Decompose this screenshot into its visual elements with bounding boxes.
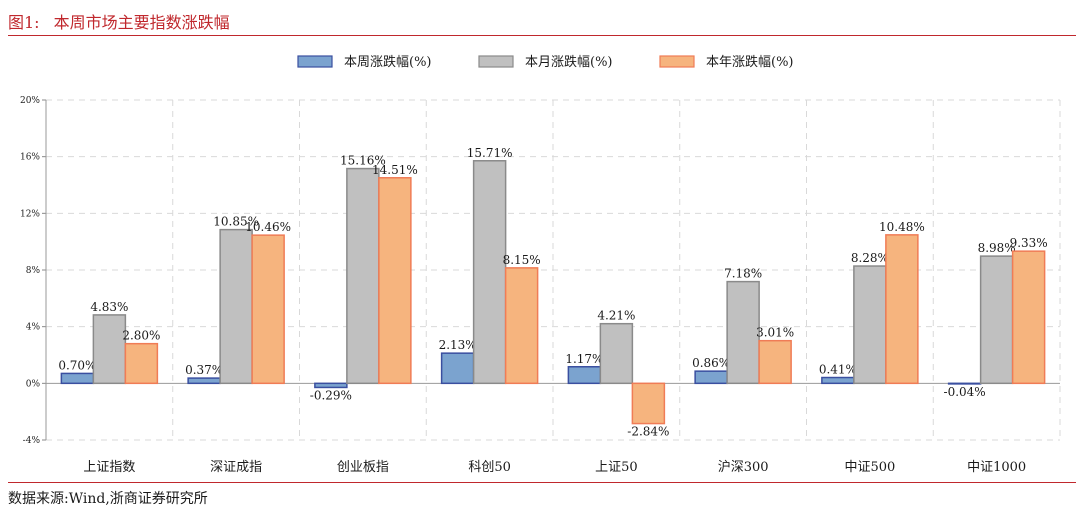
legend-swatch <box>297 55 333 68</box>
bar <box>92 314 127 385</box>
bar <box>979 255 1014 385</box>
x-tick-label: 上证50 <box>595 460 638 475</box>
data-label: 2.13% <box>439 338 477 352</box>
bar <box>947 382 982 385</box>
bar <box>251 234 285 385</box>
bar <box>378 177 412 385</box>
bar <box>124 342 159 385</box>
bar <box>60 372 95 385</box>
x-tick-label: 中证500 <box>844 460 895 475</box>
data-label: 0.70% <box>58 358 96 372</box>
x-tick-label: 科创50 <box>468 460 511 475</box>
legend-label: 本周涨跌幅(%) <box>344 54 432 70</box>
legend-swatch <box>478 55 514 68</box>
bottom-divider <box>8 482 1076 483</box>
bar <box>631 382 666 425</box>
data-label: 8.28% <box>851 251 889 265</box>
data-label: 7.18% <box>724 267 762 281</box>
bar <box>758 339 792 385</box>
data-label: 14.51% <box>372 163 418 177</box>
figure-title: 本周市场主要指数涨跌幅 <box>53 13 230 32</box>
data-label: 10.48% <box>879 220 925 234</box>
data-label: 0.37% <box>185 363 223 377</box>
bar <box>346 167 380 385</box>
data-label: 3.01% <box>756 326 794 340</box>
figure-title-block: 图1: 本周市场主要指数涨跌幅 <box>8 9 230 33</box>
x-tick-label: 深证成指 <box>210 460 262 475</box>
y-tick-label: 0% <box>26 379 41 389</box>
top-divider <box>8 35 1076 36</box>
y-tick-label: -4% <box>23 436 41 446</box>
bar <box>599 322 634 385</box>
bar-chart: 本周涨跌幅(%) 本月涨跌幅(%) 本年涨跌幅(%) 20% 16% 12% 8% 4% 0%… <box>20 54 1061 475</box>
bar <box>853 265 887 385</box>
x-tick-label: 上证指数 <box>83 460 135 475</box>
x-tick-label: 沪深300 <box>718 459 769 475</box>
bar <box>694 370 728 385</box>
bar <box>440 352 475 385</box>
data-label: 10.46% <box>245 220 291 234</box>
bar <box>504 267 539 385</box>
data-label: 15.71% <box>467 146 513 160</box>
data-label: 1.17% <box>565 352 603 366</box>
y-tick-label: 16% <box>20 153 40 163</box>
bar <box>567 366 602 385</box>
data-label: -2.84% <box>627 425 669 439</box>
bar <box>219 228 253 385</box>
figure-number: 图1: <box>8 13 40 32</box>
y-tick-label: 4% <box>26 323 41 333</box>
bar <box>1011 250 1046 385</box>
data-label: 2.80% <box>122 329 160 343</box>
bar <box>821 376 855 385</box>
bar <box>314 382 348 389</box>
chart-grid <box>46 99 1061 441</box>
legend-label: 本月涨跌幅(%) <box>525 54 613 70</box>
data-label: 8.98% <box>978 241 1016 255</box>
chart-bars: 0.70% 0.37% -0.29% 2.13% 1.17% 0.86% 0.41% -0.0… <box>58 146 1047 439</box>
bar <box>472 160 507 385</box>
legend-label: 本年涨跌幅(%) <box>706 54 794 70</box>
x-tick-label: 中证1000 <box>967 460 1026 475</box>
bar <box>187 377 221 385</box>
data-label: 4.21% <box>597 309 635 323</box>
y-tick-label: 8% <box>26 266 41 276</box>
chart-legend: 本周涨跌幅(%) 本月涨跌幅(%) 本年涨跌幅(%) <box>297 54 794 70</box>
bar <box>726 280 760 385</box>
y-tick-label: 20% <box>20 96 40 106</box>
data-label: 0.41% <box>819 363 857 377</box>
x-axis: 上证指数 深证成指 创业板指 科创50 上证50 沪深300 中证500 中证1000 <box>83 459 1026 475</box>
y-tick-label: 12% <box>20 209 40 219</box>
data-label: -0.04% <box>944 385 986 399</box>
legend-swatch <box>659 55 695 68</box>
data-label: 0.86% <box>692 356 730 370</box>
data-label: 8.15% <box>503 253 541 267</box>
x-tick-label: 创业板指 <box>337 460 389 475</box>
data-label: 15.16% <box>340 154 386 168</box>
data-label: 9.33% <box>1010 236 1048 250</box>
data-label: 10.85% <box>213 215 259 229</box>
bar <box>885 234 919 385</box>
data-label: -0.29% <box>310 388 352 402</box>
data-label: 4.83% <box>90 300 128 314</box>
data-source-note: 数据来源:Wind,浙商证券研究所 <box>8 491 208 507</box>
